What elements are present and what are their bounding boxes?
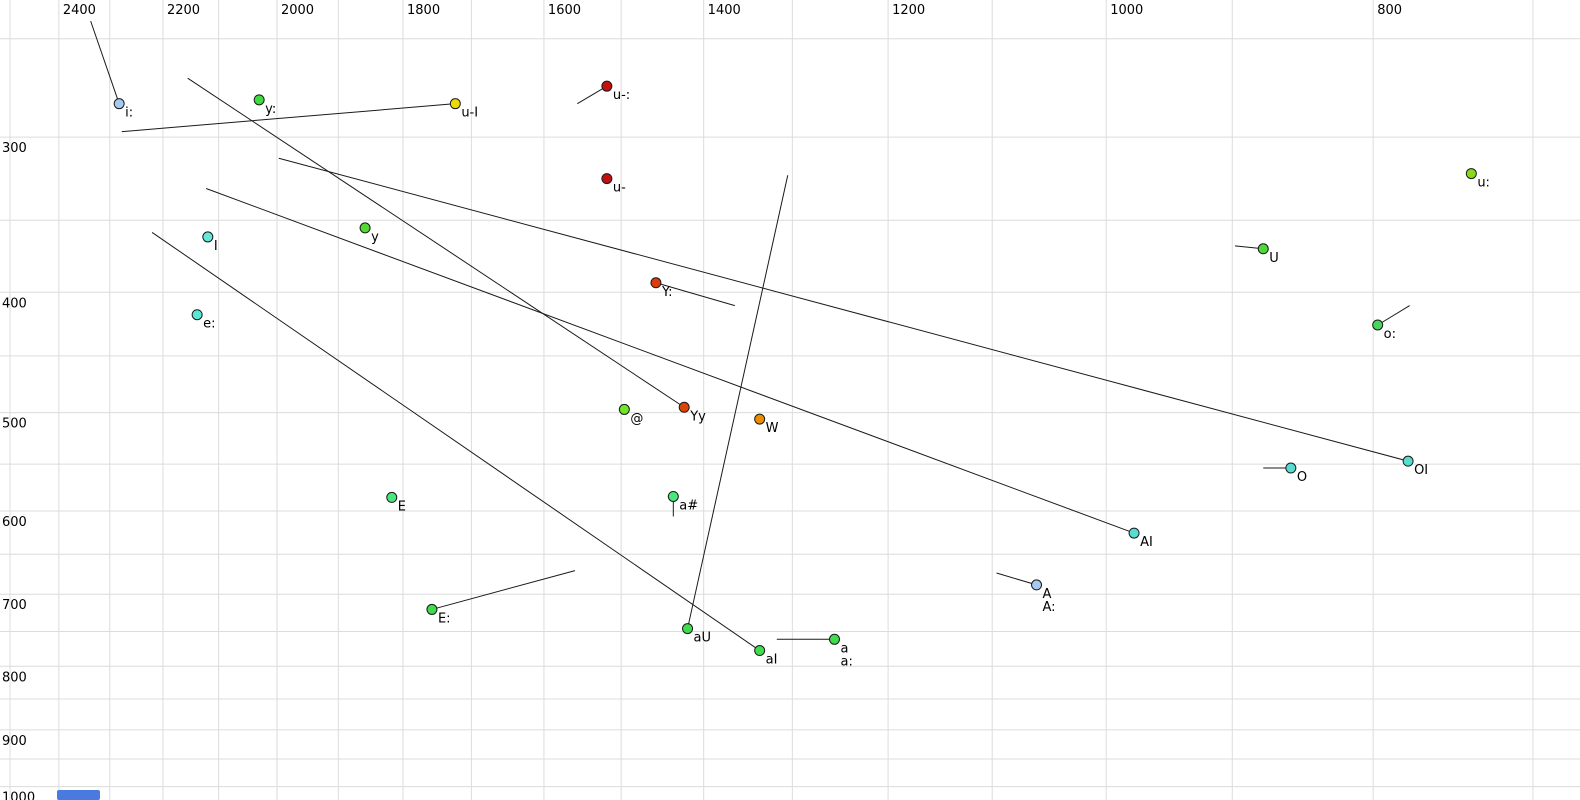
trajectory-line-o: — [1377, 305, 1410, 326]
x-axis-tick-800: 800 — [1377, 3, 1402, 18]
vowel-point-u-:[interactable] — [601, 80, 613, 92]
vowel-label-E: E — [398, 499, 406, 514]
vowel-label-y: y — [371, 230, 379, 245]
vowel-point-E[interactable] — [386, 491, 398, 503]
vowel-point-Y:[interactable] — [650, 277, 662, 289]
vowel-label-a:: a: — [840, 654, 852, 669]
vowel-point-a#[interactable] — [667, 490, 679, 502]
vowel-point-i:[interactable] — [113, 98, 125, 110]
vowel-point-U[interactable] — [1257, 243, 1269, 255]
vowel-point-a[interactable] — [828, 633, 840, 645]
vowel-label-O: O — [1297, 470, 1307, 485]
partial-window-artifact — [57, 790, 100, 800]
vowel-label-U: U — [1269, 251, 1279, 266]
x-axis-tick-2000: 2000 — [281, 3, 314, 18]
vowel-label-aI: aI — [766, 653, 778, 668]
x-axis-tick-1600: 1600 — [548, 3, 581, 18]
trajectory-line-u-I — [121, 103, 456, 133]
vowel-label-u-I: u-I — [461, 106, 478, 121]
y-axis-tick-500: 500 — [2, 417, 27, 432]
trajectory-line-aI — [151, 232, 760, 651]
vowel-label-a#: a# — [679, 498, 698, 513]
y-axis-tick-1000: 1000 — [2, 791, 35, 800]
y-axis-tick-700: 700 — [2, 598, 27, 613]
vowel-label-y:: y: — [265, 102, 276, 117]
vowel-label-I: I — [214, 239, 218, 254]
vowel-label-Yy: Yy — [689, 409, 706, 424]
trajectory-line-Yy — [187, 77, 685, 408]
vowel-point-I[interactable] — [202, 231, 214, 243]
vowel-point-OI[interactable] — [1402, 455, 1414, 467]
vowel-label-u-:: u-: — [613, 88, 630, 103]
y-axis-tick-600: 600 — [2, 515, 27, 530]
vowel-label-A:: A: — [1043, 600, 1056, 615]
vowel-point-W[interactable] — [754, 413, 766, 425]
vowel-point-AI[interactable] — [1128, 527, 1140, 539]
vowel-label-a: a — [840, 641, 848, 656]
trajectory-line-OI — [278, 157, 1409, 462]
vowel-point-u:[interactable] — [1465, 168, 1477, 180]
vowel-label-OI: OI — [1414, 463, 1428, 478]
trajectory-line-Y: — [655, 282, 735, 307]
vowel-label-i:: i: — [125, 106, 133, 121]
vowel-point-y:[interactable] — [253, 94, 265, 106]
vowel-label-o:: o: — [1384, 327, 1396, 342]
trajectory-line-u-: — [577, 85, 608, 105]
vowel-label-u-: u- — [613, 181, 626, 196]
vowel-label-W: W — [766, 421, 779, 436]
trajectory-line-E: — [431, 570, 576, 610]
trajectory-line-A — [996, 572, 1037, 586]
vowel-point-E:[interactable] — [426, 603, 438, 615]
vowel-point-y[interactable] — [359, 222, 371, 234]
vowel-point-o:[interactable] — [1372, 319, 1384, 331]
x-axis-tick-2400: 2400 — [63, 3, 96, 18]
vowel-label-u:: u: — [1477, 176, 1490, 191]
x-axis-tick-1200: 1200 — [892, 3, 925, 18]
vowel-point-e:[interactable] — [191, 309, 203, 321]
vowel-label-AI: AI — [1140, 535, 1153, 550]
vowel-point-aI[interactable] — [754, 645, 766, 657]
vowel-label-A: A — [1043, 587, 1052, 602]
trajectory-line-aU — [687, 175, 789, 629]
vowel-label-aU: aU — [694, 631, 711, 646]
x-axis-tick-1800: 1800 — [407, 3, 440, 18]
vowel-label-@: @ — [630, 411, 643, 426]
y-axis-tick-300: 300 — [2, 141, 27, 156]
y-axis-tick-900: 900 — [2, 734, 27, 749]
vowel-label-Y:: Y: — [661, 285, 673, 300]
y-axis-tick-800: 800 — [2, 670, 27, 685]
vowel-point-O[interactable] — [1285, 462, 1297, 474]
vowel-point-Yy[interactable] — [678, 401, 690, 413]
x-axis-tick-1000: 1000 — [1110, 3, 1143, 18]
trajectory-line-i: — [90, 20, 120, 104]
vowel-point-@[interactable] — [618, 403, 630, 415]
vowel-point-aU[interactable] — [682, 623, 694, 635]
vowel-label-e:: e: — [203, 317, 215, 332]
y-axis-tick-400: 400 — [2, 296, 27, 311]
vowel-point-A[interactable] — [1031, 579, 1043, 591]
vowel-point-u-[interactable] — [601, 173, 613, 185]
vowel-point-u-I[interactable] — [449, 98, 461, 110]
trajectory-line-AI — [205, 188, 1135, 534]
x-axis-tick-2200: 2200 — [167, 3, 200, 18]
x-axis-tick-1400: 1400 — [708, 3, 741, 18]
vowel-label-E:: E: — [438, 611, 451, 626]
